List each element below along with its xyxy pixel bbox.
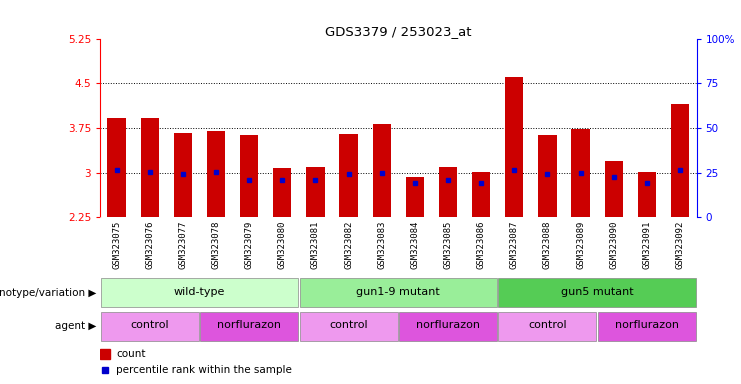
Text: GSM323089: GSM323089 xyxy=(576,220,585,269)
Text: GSM323087: GSM323087 xyxy=(510,220,519,269)
Bar xyxy=(174,133,192,217)
Bar xyxy=(538,135,556,217)
Title: GDS3379 / 253023_at: GDS3379 / 253023_at xyxy=(325,25,471,38)
Text: GSM323075: GSM323075 xyxy=(112,220,121,269)
Text: gun5 mutant: gun5 mutant xyxy=(561,287,634,297)
Text: control: control xyxy=(528,320,567,330)
Bar xyxy=(373,124,391,217)
Bar xyxy=(339,134,358,217)
Text: GSM323085: GSM323085 xyxy=(444,220,453,269)
Bar xyxy=(439,167,457,217)
Text: norflurazon: norflurazon xyxy=(416,320,480,330)
Text: GSM323082: GSM323082 xyxy=(344,220,353,269)
Text: wild-type: wild-type xyxy=(174,287,225,297)
Text: GSM323077: GSM323077 xyxy=(179,220,187,269)
Bar xyxy=(299,278,497,307)
Bar xyxy=(101,311,199,341)
Text: GSM323090: GSM323090 xyxy=(609,220,618,269)
Bar xyxy=(399,311,497,341)
Bar xyxy=(207,131,225,217)
Text: GSM323086: GSM323086 xyxy=(476,220,485,269)
Text: GSM323078: GSM323078 xyxy=(211,220,221,269)
Bar xyxy=(240,135,259,217)
Text: control: control xyxy=(130,320,169,330)
Text: GSM323080: GSM323080 xyxy=(278,220,287,269)
Bar xyxy=(638,172,656,217)
Text: GSM323083: GSM323083 xyxy=(377,220,386,269)
Text: count: count xyxy=(116,349,146,359)
Text: GSM323081: GSM323081 xyxy=(311,220,320,269)
Text: norflurazon: norflurazon xyxy=(615,320,679,330)
Text: agent ▶: agent ▶ xyxy=(55,321,96,331)
Bar xyxy=(499,278,696,307)
Bar xyxy=(671,104,689,217)
Bar xyxy=(472,172,491,217)
Bar xyxy=(299,311,398,341)
Text: GSM323091: GSM323091 xyxy=(642,220,651,269)
Text: gun1-9 mutant: gun1-9 mutant xyxy=(356,287,440,297)
Bar xyxy=(605,161,622,217)
Text: GSM323079: GSM323079 xyxy=(245,220,253,269)
Text: control: control xyxy=(329,320,368,330)
Text: GSM323092: GSM323092 xyxy=(676,220,685,269)
Text: GSM323084: GSM323084 xyxy=(411,220,419,269)
Bar xyxy=(107,118,126,217)
Bar xyxy=(499,311,597,341)
Text: GSM323076: GSM323076 xyxy=(145,220,154,269)
Bar xyxy=(571,129,590,217)
Text: GSM323088: GSM323088 xyxy=(543,220,552,269)
Bar xyxy=(141,118,159,217)
Bar xyxy=(598,311,696,341)
Bar xyxy=(100,349,110,359)
Text: percentile rank within the sample: percentile rank within the sample xyxy=(116,365,292,375)
Bar xyxy=(200,311,298,341)
Bar xyxy=(505,78,523,217)
Bar xyxy=(101,278,298,307)
Bar xyxy=(406,177,424,217)
Bar xyxy=(273,168,291,217)
Bar xyxy=(306,167,325,217)
Text: genotype/variation ▶: genotype/variation ▶ xyxy=(0,288,96,298)
Text: norflurazon: norflurazon xyxy=(217,320,281,330)
